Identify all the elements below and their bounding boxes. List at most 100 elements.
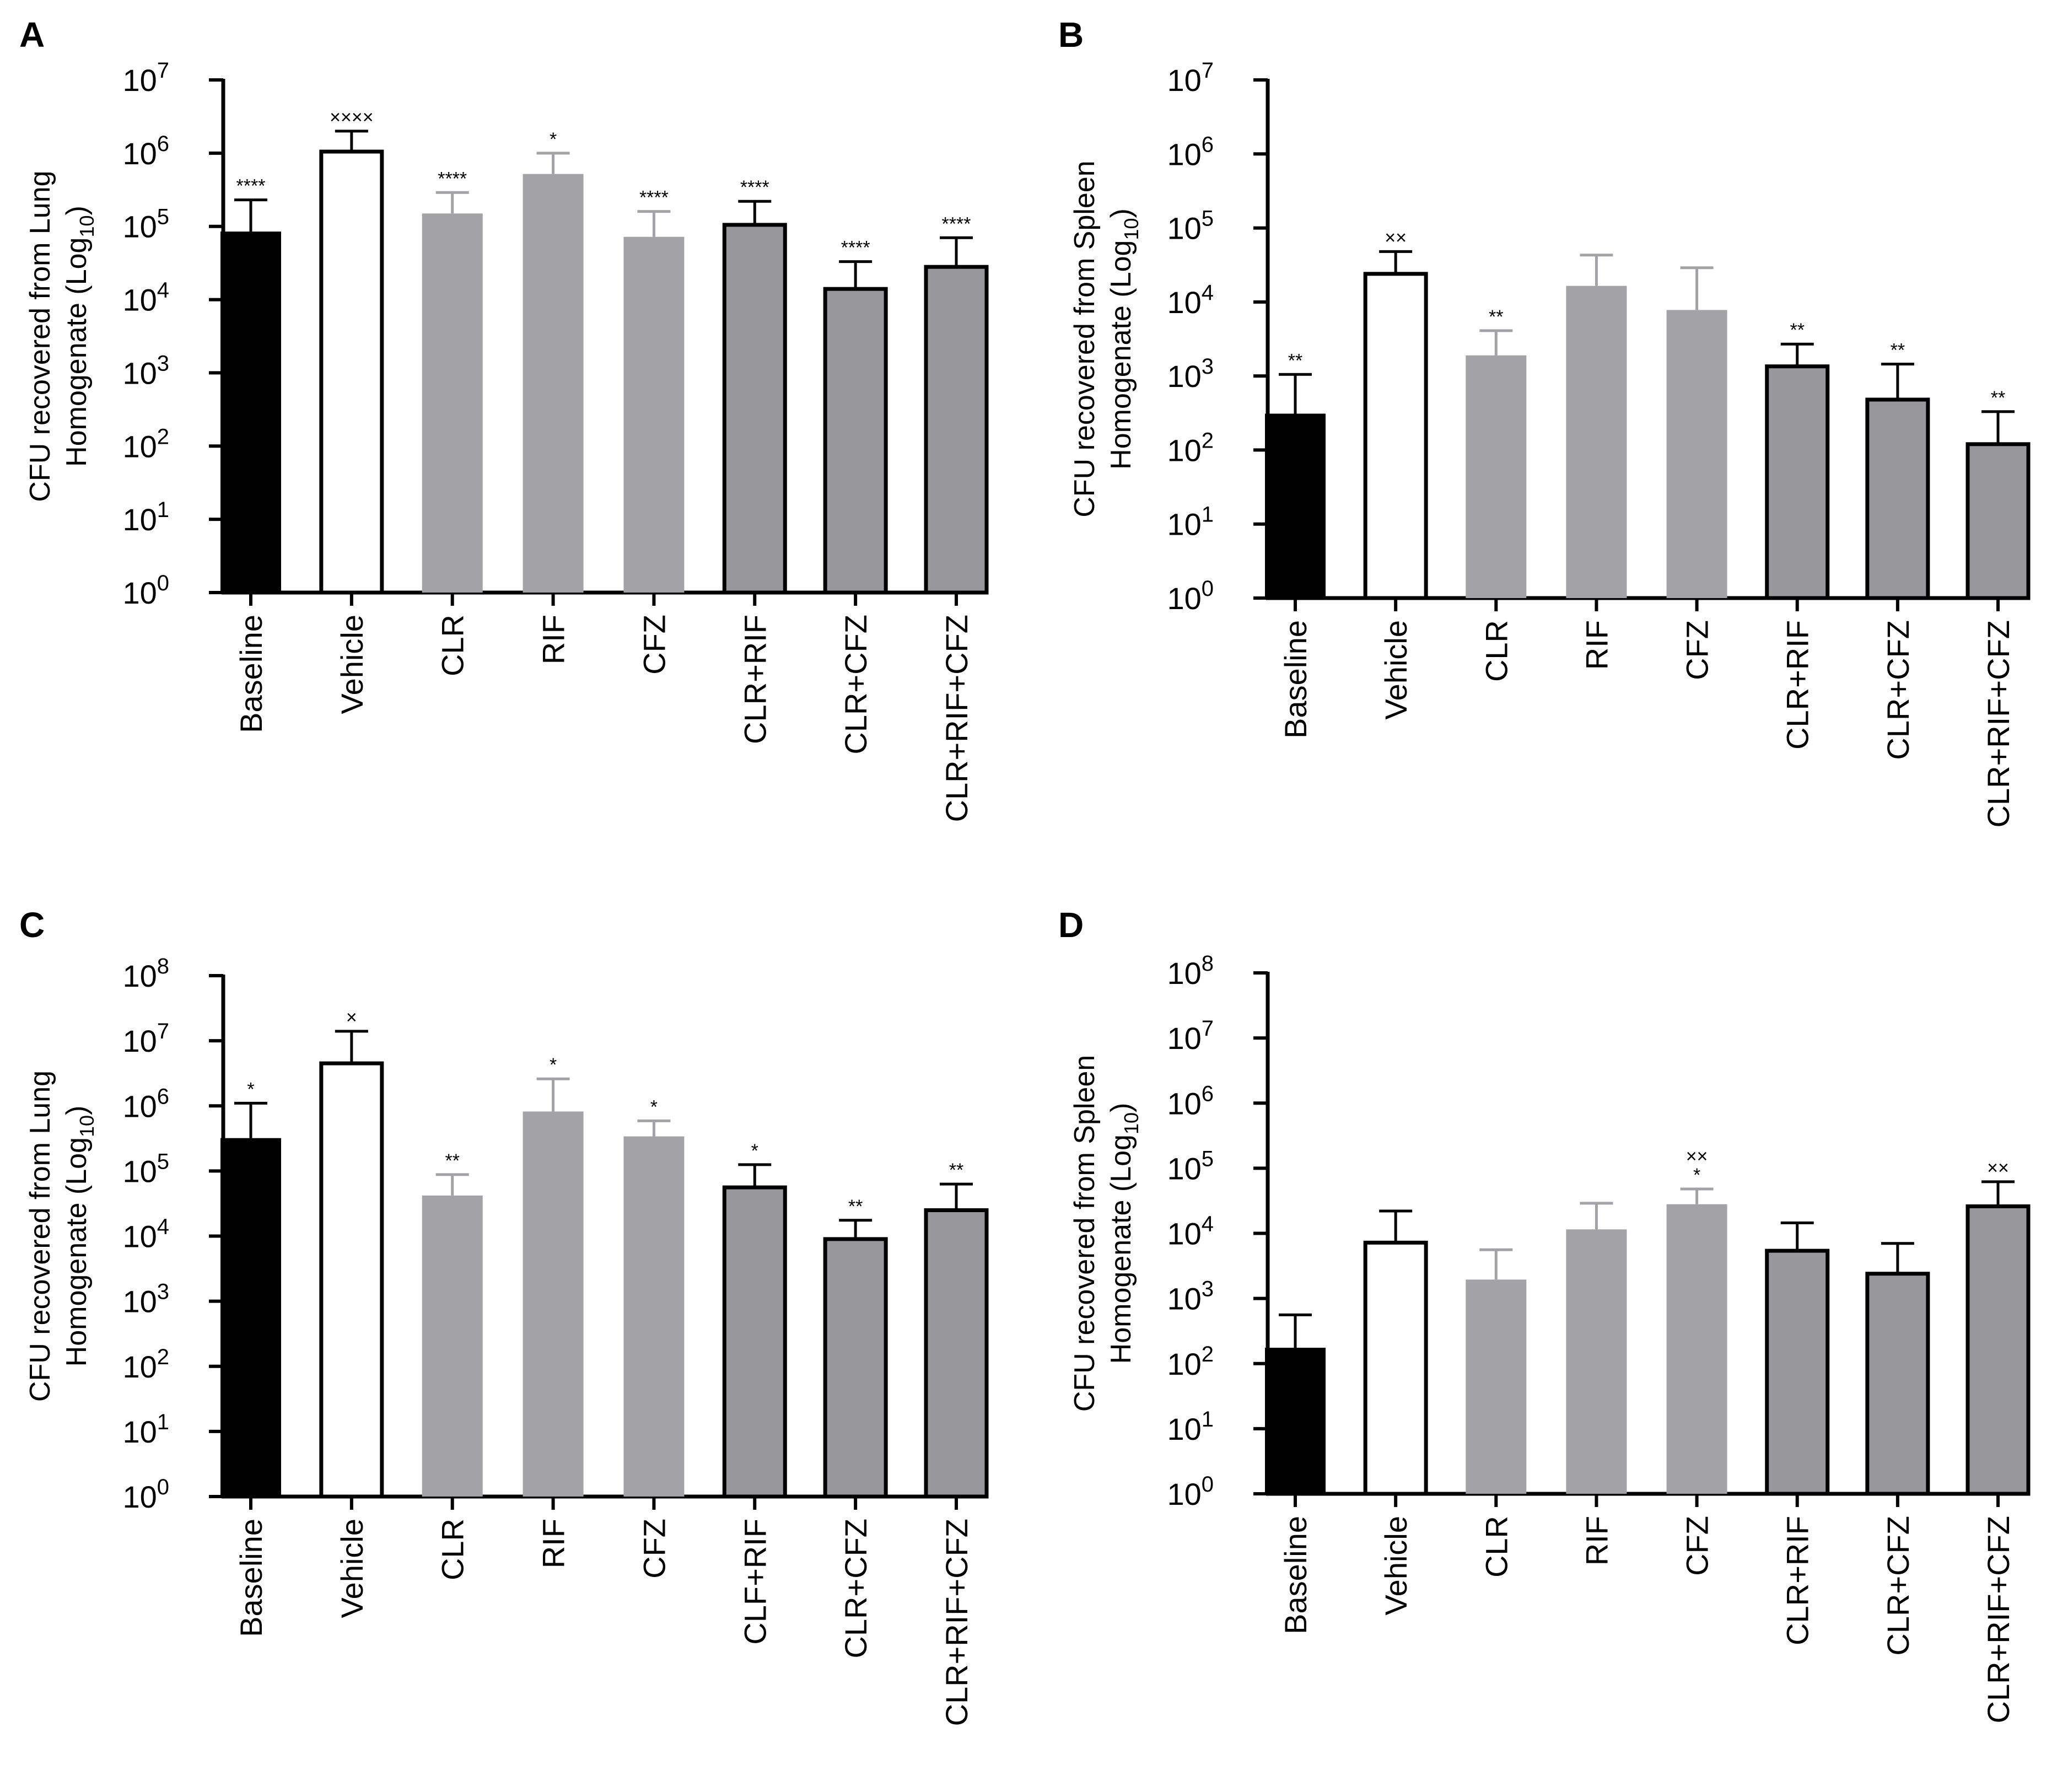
y-tick-label: 101 xyxy=(1167,503,1214,542)
category-label: CLR+RIF xyxy=(1780,1516,1815,1645)
category-label: CLR xyxy=(1479,620,1514,682)
category-label: Vehicle xyxy=(335,615,369,714)
significance-label: **** xyxy=(438,168,467,189)
category-label: CLR+RIF xyxy=(1780,620,1815,750)
significance-label: ** xyxy=(445,1150,459,1171)
significance-label: ** xyxy=(848,1196,863,1217)
category-label: Baseline xyxy=(234,615,268,733)
panel-label: A xyxy=(19,15,45,55)
category-label: Vehicle xyxy=(1378,620,1413,720)
significance-label: ** xyxy=(1991,388,2005,408)
y-tick-label: 103 xyxy=(1167,1277,1214,1316)
significance-label: ×××× xyxy=(330,107,373,128)
significance-label: **** xyxy=(841,238,870,259)
bar xyxy=(523,1111,584,1497)
y-tick-label: 104 xyxy=(1167,1212,1214,1251)
category-label: CLR+RIF+CFZ xyxy=(1981,620,2016,828)
bar xyxy=(1765,364,1830,600)
significance-label: * xyxy=(550,1054,557,1075)
y-axis-label-line1: CFU recovered from Spleen xyxy=(1069,1055,1101,1412)
category-label: CLR+RIF+CFZ xyxy=(1981,1516,2016,1724)
bar xyxy=(722,1185,787,1499)
y-axis-label-line2: Homogenate (Log10) xyxy=(61,206,98,467)
y-axis-label: CFU recovered from Spleen Homogenate (Log… xyxy=(1069,160,1143,517)
category-label: CLR+RIF+CFZ xyxy=(939,615,974,822)
bar xyxy=(823,1237,888,1499)
y-tick-label: 105 xyxy=(122,1149,169,1188)
category-label: CLF+RIF xyxy=(737,1519,772,1645)
bar xyxy=(1865,397,1930,600)
category-label: Vehicle xyxy=(335,1519,369,1618)
category-label: CLR xyxy=(1479,1516,1514,1578)
y-tick-label: 103 xyxy=(1167,354,1214,394)
category-label: Baseline xyxy=(234,1519,268,1637)
bar xyxy=(220,1138,281,1497)
significance-label: * xyxy=(1693,1165,1700,1186)
y-tick-label: 107 xyxy=(1167,58,1214,98)
bar xyxy=(623,236,685,593)
significance-label: ** xyxy=(949,1160,963,1181)
bar xyxy=(319,149,384,595)
significance-label: **** xyxy=(639,187,669,208)
y-axis-label-line2: Homogenate (Log10) xyxy=(1105,208,1143,470)
significance-label: ** xyxy=(1891,340,1905,360)
category-label: CLR+RIF+CFZ xyxy=(939,1519,974,1726)
y-axis-label: CFU recovered from Lung Homogenate (Log10… xyxy=(24,1070,98,1402)
significance-label: **** xyxy=(740,177,769,198)
y-axis-label: CFU recovered from Lung Homogenate (Log10… xyxy=(24,170,98,502)
bar xyxy=(220,232,281,593)
y-tick-label: 104 xyxy=(122,278,169,317)
significance-label: ** xyxy=(1489,306,1503,327)
significance-label: ×× xyxy=(1686,1146,1708,1167)
category-label: CFZ xyxy=(637,615,671,675)
significance-label: ** xyxy=(1288,350,1302,371)
y-tick-label: 106 xyxy=(122,132,169,171)
category-label: Baseline xyxy=(1278,1516,1313,1634)
y-axis-label-line2: Homogenate (Log10) xyxy=(61,1106,98,1367)
significance-label: ** xyxy=(1790,320,1804,341)
bar xyxy=(1566,286,1627,598)
bar xyxy=(823,287,888,595)
y-tick-label: 108 xyxy=(122,954,169,993)
y-tick-label: 100 xyxy=(1167,1472,1214,1511)
bar xyxy=(1966,1204,2031,1496)
y-tick-label: 100 xyxy=(1167,577,1214,616)
category-label: CFZ xyxy=(1680,620,1715,680)
category-label: RIF xyxy=(536,1519,571,1568)
bar xyxy=(924,1208,989,1499)
bar xyxy=(422,1195,483,1497)
y-tick-label: 101 xyxy=(1167,1407,1214,1446)
panel-b: B CFU recovered from Spleen Homogenate (Lo… xyxy=(1058,15,2031,828)
category-label: CLR+CFZ xyxy=(838,615,873,755)
bar xyxy=(1666,1204,1727,1494)
bar xyxy=(1966,442,2031,600)
panel-d: D CFU recovered from Spleen Homogenate (Lo… xyxy=(1058,905,2031,1724)
category-label: CFZ xyxy=(1680,1516,1715,1576)
bar xyxy=(1666,310,1727,598)
y-tick-label: 106 xyxy=(122,1084,169,1123)
category-label: RIF xyxy=(536,615,571,664)
category-label: CLR+CFZ xyxy=(1881,620,1915,760)
panel-a: A CFU recovered from Lung Homogenate (Log1… xyxy=(19,15,989,822)
bar xyxy=(722,223,787,595)
y-tick-label: 108 xyxy=(1167,951,1214,991)
bar xyxy=(1363,1240,1428,1496)
significance-label: * xyxy=(751,1140,758,1161)
category-label: CLR+CFZ xyxy=(838,1519,873,1659)
y-axis-label-line1: CFU recovered from Lung xyxy=(24,170,56,502)
bar xyxy=(623,1136,685,1497)
y-tick-label: 100 xyxy=(122,1475,169,1514)
bar xyxy=(1265,1348,1326,1494)
panel-label: B xyxy=(1058,15,1084,55)
bar xyxy=(422,213,483,593)
y-tick-label: 106 xyxy=(1167,132,1214,171)
y-tick-label: 106 xyxy=(1167,1081,1214,1121)
significance-label: ×× xyxy=(1385,227,1407,248)
y-tick-label: 104 xyxy=(122,1215,169,1254)
bar xyxy=(1363,272,1428,600)
significance-label: **** xyxy=(236,176,266,197)
y-tick-label: 107 xyxy=(122,58,169,98)
y-tick-label: 105 xyxy=(122,205,169,244)
